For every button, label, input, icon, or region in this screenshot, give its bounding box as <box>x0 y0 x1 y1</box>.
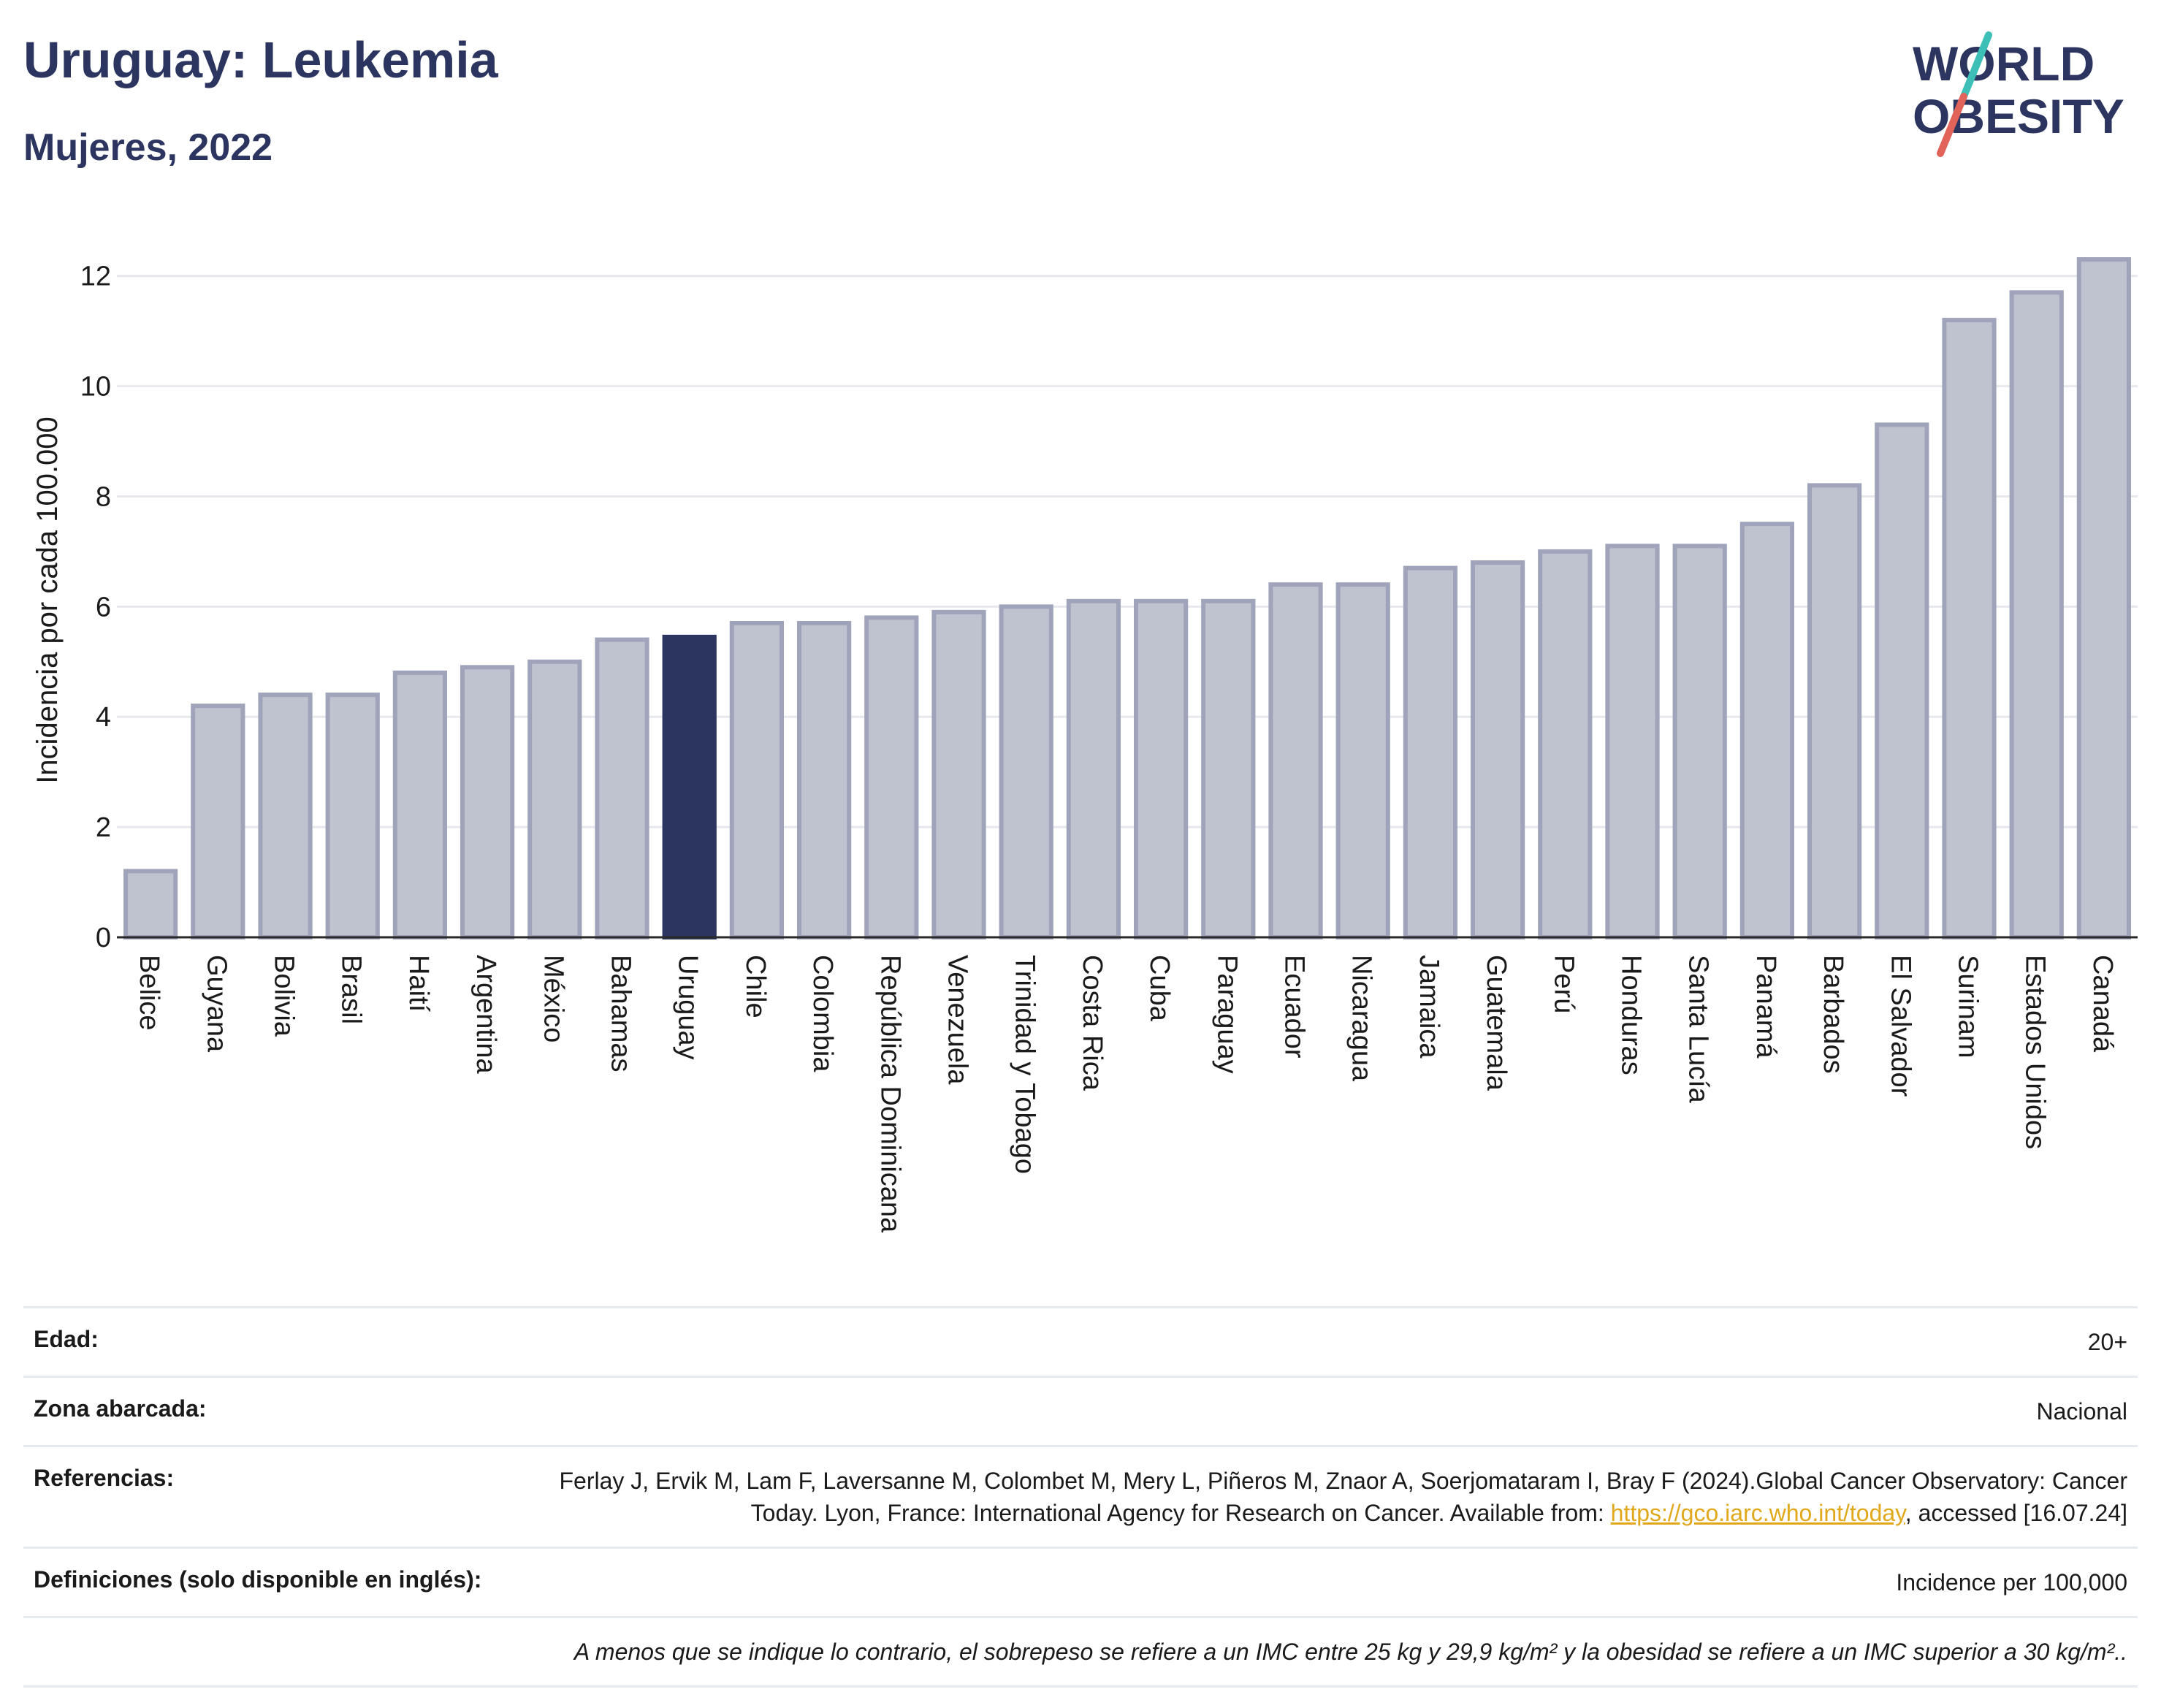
x-tick-label: Estados Unidos <box>2020 955 2051 1149</box>
referencias-text-1: Ferlay J, Ervik M, Lam F, Laversanne M, … <box>559 1468 2127 1526</box>
bar-uruguay[interactable] <box>662 634 717 939</box>
footnote: A menos que se indique lo contrario, el … <box>573 1639 2127 1665</box>
x-tick-label: Barbados <box>1818 955 1848 1074</box>
world-obesity-logo: WORLD OBESITY <box>1913 31 2124 157</box>
bar-el-salvador[interactable] <box>1875 422 1929 939</box>
y-tick-label: 10 <box>80 372 111 403</box>
bar-méxico[interactable] <box>527 659 582 939</box>
logo-line-1: WORLD <box>1913 37 2095 91</box>
bar-guyana[interactable] <box>191 704 245 939</box>
definiciones-value: Incidence per 100,000 <box>1896 1569 2127 1595</box>
x-tick-label: Uruguay <box>673 955 704 1060</box>
x-tick-label: Guatemala <box>1481 955 1512 1091</box>
x-tick-label: Guyana <box>201 955 232 1053</box>
x-tick-label: Ecuador <box>1279 955 1310 1059</box>
bars <box>123 257 2132 940</box>
x-tick-label: Belice <box>134 955 164 1031</box>
y-tick-label: 2 <box>96 812 111 843</box>
y-axis-ticks: 0 2 4 6 8 10 12 <box>80 262 111 953</box>
zona-label: Zona abarcada: <box>34 1395 207 1422</box>
bar-honduras[interactable] <box>1605 544 1660 939</box>
x-axis-labels: Belice Guyana Bolivia Brasil Haití Argentina M… <box>134 955 2118 1233</box>
info-row-edad: Edad: 20+ <box>23 1306 2138 1376</box>
x-tick-label: México <box>538 955 568 1042</box>
x-tick-label: Cuba <box>1144 955 1175 1022</box>
y-tick-label: 8 <box>96 481 111 512</box>
x-tick-label: Bolivia <box>269 955 300 1037</box>
x-tick-label: Bahamas <box>606 955 636 1072</box>
x-tick-label: Nicaragua <box>1346 955 1377 1082</box>
x-tick-label: Canadá <box>2087 955 2118 1053</box>
bar-argentina[interactable] <box>460 665 515 939</box>
logo-slash-red <box>1937 93 1967 157</box>
bar-estados-unidos[interactable] <box>2009 290 2064 939</box>
x-tick-label: Venezuela <box>942 955 973 1085</box>
bar-barbados[interactable] <box>1807 483 1862 939</box>
definiciones-label: Definiciones (solo disponible en inglés)… <box>34 1566 482 1593</box>
bar-nicaragua[interactable] <box>1335 582 1390 940</box>
x-tick-label: Haití <box>403 955 434 1013</box>
x-tick-label: Argentina <box>470 955 501 1075</box>
bar-belice[interactable] <box>123 869 178 940</box>
info-row-referencias: Referencias: Ferlay J, Ervik M, Lam F, L… <box>23 1445 2138 1547</box>
bar-trinidad-y-tobago[interactable] <box>999 604 1053 939</box>
chart-title: Uruguay: Leukemia <box>23 31 498 88</box>
x-tick-label: Santa Lucía <box>1683 955 1714 1104</box>
x-tick-label: Jamaica <box>1414 955 1444 1059</box>
bar-jamaica[interactable] <box>1403 565 1458 939</box>
bar-surinam[interactable] <box>1942 318 1997 939</box>
bar-república-dominicana[interactable] <box>864 615 919 939</box>
bar-cuba[interactable] <box>1133 598 1189 939</box>
bar-brasil[interactable] <box>325 693 380 940</box>
y-tick-label: 12 <box>80 262 111 292</box>
edad-value: 20+ <box>2087 1329 2127 1355</box>
info-row-zona: Zona abarcada: Nacional <box>23 1376 2138 1445</box>
x-tick-label: Brasil <box>336 955 367 1024</box>
y-tick-label: 6 <box>96 592 111 622</box>
x-tick-label: Costa Rica <box>1077 955 1108 1091</box>
x-tick-label: Surinam <box>1953 955 1983 1059</box>
x-tick-label: Colombia <box>807 955 838 1072</box>
y-tick-label: 4 <box>96 702 111 733</box>
x-tick-label: Paraguay <box>1211 955 1242 1074</box>
logo-slash-teal <box>1960 31 1992 100</box>
bar-ecuador[interactable] <box>1268 582 1323 940</box>
bar-santa-lucía[interactable] <box>1672 544 1727 939</box>
bar-venezuela[interactable] <box>931 609 986 939</box>
info-row-definiciones: Definiciones (solo disponible en inglés)… <box>23 1547 2138 1616</box>
referencias-label: Referencias: <box>34 1465 175 1491</box>
referencias-value: Ferlay J, Ervik M, Lam F, Laversanne M, … <box>557 1465 2127 1529</box>
bar-panamá[interactable] <box>1739 522 1795 939</box>
bar-paraguay[interactable] <box>1201 598 1256 939</box>
bar-perú[interactable] <box>1538 549 1593 939</box>
bar-chile[interactable] <box>729 620 785 939</box>
y-tick-label: 0 <box>96 923 111 953</box>
bar-guatemala[interactable] <box>1470 560 1525 939</box>
info-row-note: A menos que se indique lo contrario, el … <box>23 1616 2138 1688</box>
edad-label: Edad: <box>34 1326 99 1352</box>
info-table: Edad: 20+ Zona abarcada: Nacional Refere… <box>23 1306 2138 1688</box>
x-tick-label: Chile <box>740 955 771 1018</box>
x-tick-label: Trinidad y Tobago <box>1010 955 1040 1174</box>
bar-chart: 0 2 4 6 8 10 12 Belice Guyana Bolivia Brasil Haití… <box>31 257 2138 1233</box>
chart-subtitle: Mujeres, 2022 <box>23 126 273 169</box>
bar-haití[interactable] <box>392 670 448 939</box>
bar-canadá[interactable] <box>2076 257 2132 939</box>
x-tick-label: Panamá <box>1750 955 1781 1059</box>
x-tick-label: República Dominicana <box>874 955 905 1233</box>
zona-value: Nacional <box>2036 1398 2127 1425</box>
referencias-link[interactable]: https://gco.iarc.who.int/today <box>1610 1500 1905 1526</box>
bar-bolivia[interactable] <box>258 693 313 940</box>
referencias-text-2: , accessed [16.07.24] <box>1905 1500 2127 1526</box>
x-tick-label: Honduras <box>1616 955 1647 1075</box>
bar-colombia[interactable] <box>796 620 852 939</box>
bar-costa-rica[interactable] <box>1066 598 1121 939</box>
y-axis-label: Incidencia por cada 100.000 <box>31 416 64 784</box>
bar-bahamas[interactable] <box>595 637 649 940</box>
x-tick-label: Perú <box>1548 955 1579 1013</box>
x-tick-label: El Salvador <box>1885 955 1916 1097</box>
